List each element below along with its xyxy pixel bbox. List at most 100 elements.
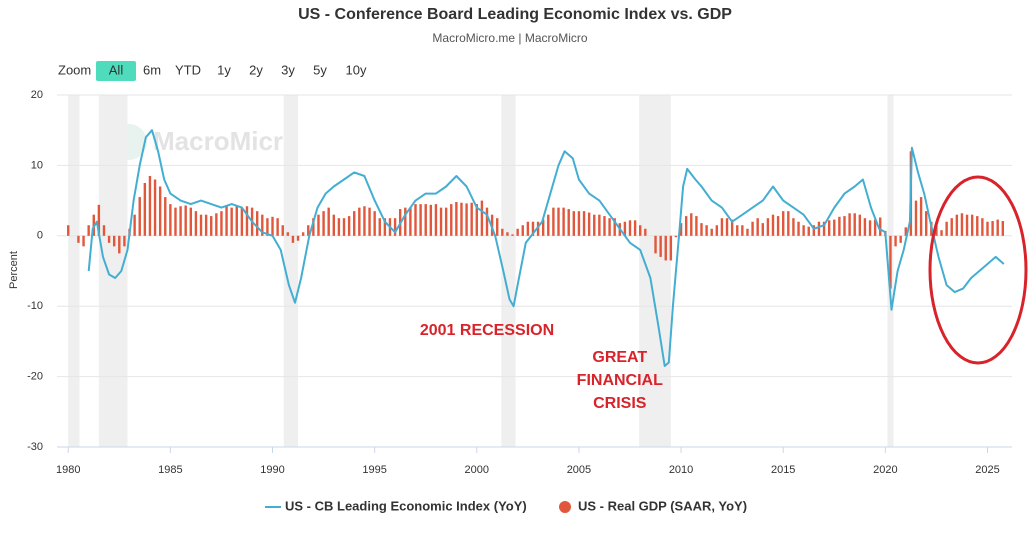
bar <box>639 225 642 236</box>
bar <box>603 216 606 236</box>
bar <box>633 220 637 236</box>
bar <box>843 216 846 236</box>
bar <box>409 207 412 236</box>
bar <box>776 216 780 236</box>
bar <box>148 175 152 236</box>
bar <box>868 220 872 236</box>
bar <box>373 211 376 236</box>
bar <box>261 214 264 236</box>
range-button[interactable]: 3y <box>281 62 295 77</box>
bar <box>598 214 601 236</box>
bar <box>1001 221 1005 236</box>
bar <box>669 235 673 261</box>
bar <box>695 216 698 236</box>
bar <box>848 213 851 236</box>
bar <box>914 200 918 236</box>
recession-band <box>501 95 516 447</box>
x-tick-label: 2005 <box>567 464 591 476</box>
range-button[interactable]: 6m <box>143 62 161 77</box>
bar <box>894 235 897 247</box>
bar <box>822 221 826 236</box>
bar <box>174 207 177 236</box>
bar <box>996 219 999 236</box>
range-button[interactable]: 5y <box>313 62 327 77</box>
legend-label[interactable]: US - CB Leading Economic Index (YoY) <box>285 498 527 513</box>
bar <box>863 218 867 236</box>
bar <box>439 207 443 236</box>
y-axis-label: Percent <box>8 251 20 289</box>
bar <box>444 207 448 236</box>
bar <box>925 211 928 236</box>
bar <box>521 225 524 236</box>
bar <box>424 204 427 236</box>
bar <box>480 200 484 236</box>
range-button-bg[interactable] <box>96 61 136 81</box>
bar <box>700 223 703 236</box>
bar <box>353 211 356 236</box>
bar <box>547 214 550 236</box>
bar <box>541 219 545 236</box>
bar <box>802 225 805 236</box>
range-button[interactable]: YTD <box>175 62 201 77</box>
bar <box>899 235 902 243</box>
bar <box>296 235 300 241</box>
bar <box>220 211 223 236</box>
bar <box>623 221 627 236</box>
range-button[interactable]: 1y <box>217 62 231 77</box>
bar <box>393 218 397 236</box>
chart-title: US - Conference Board Leading Economic I… <box>298 6 732 23</box>
bar <box>904 227 907 236</box>
bar <box>710 228 713 236</box>
range-button[interactable]: All <box>109 62 124 77</box>
y-tick-label: -30 <box>27 441 43 453</box>
bar <box>756 218 759 236</box>
bar <box>179 206 182 236</box>
bar <box>199 214 203 236</box>
bar <box>404 207 407 236</box>
bar <box>782 211 785 236</box>
bar <box>225 206 228 236</box>
bar <box>853 213 856 236</box>
bar <box>705 225 708 236</box>
bar <box>858 214 862 236</box>
bar <box>771 214 775 236</box>
line <box>87 129 1005 367</box>
watermark-text: MacroMicro <box>153 126 299 156</box>
bar <box>761 223 764 236</box>
bar <box>654 235 657 254</box>
bar <box>889 235 892 289</box>
recession-band <box>283 95 299 447</box>
bar <box>133 214 136 236</box>
recession-band <box>98 95 128 447</box>
bar <box>368 207 371 236</box>
bar <box>526 221 530 236</box>
watermark: MacroMicro <box>111 124 299 160</box>
bar <box>766 218 770 236</box>
bar <box>817 221 821 236</box>
bar <box>751 221 754 236</box>
legend-label[interactable]: US - Real GDP (SAAR, YoY) <box>578 498 747 513</box>
bar <box>102 225 106 236</box>
bar <box>516 228 519 236</box>
range-button[interactable]: 10y <box>346 62 367 77</box>
bar <box>664 235 667 261</box>
bar <box>419 204 422 236</box>
bar <box>976 216 979 236</box>
range-button[interactable]: 2y <box>249 62 263 77</box>
bar <box>291 235 295 243</box>
bar <box>107 235 111 243</box>
bar <box>210 216 213 236</box>
bar <box>87 225 90 236</box>
bar <box>332 214 335 236</box>
bar <box>644 228 647 236</box>
bar <box>827 220 831 236</box>
bar <box>118 235 121 254</box>
bar <box>684 216 688 236</box>
bar <box>690 213 693 236</box>
bar <box>470 202 473 236</box>
bar <box>322 211 325 236</box>
bar <box>475 204 478 236</box>
x-tick-label: 1995 <box>362 464 386 476</box>
bar <box>787 211 790 236</box>
x-tick-label: 2015 <box>771 464 795 476</box>
